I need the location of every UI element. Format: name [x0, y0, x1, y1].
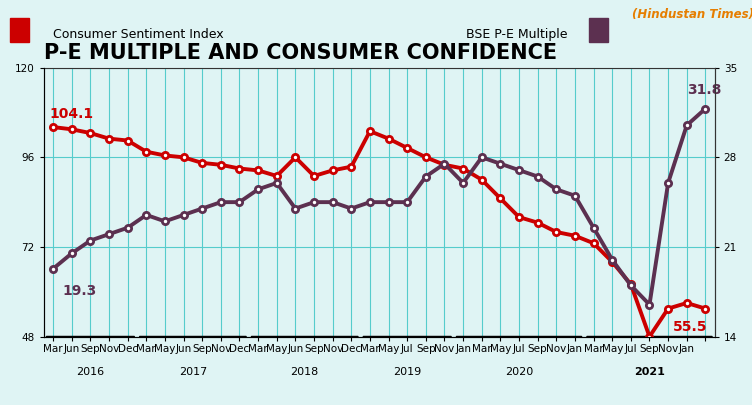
Text: 19.3: 19.3: [62, 284, 97, 298]
Text: 2016: 2016: [76, 367, 105, 377]
Text: 2017: 2017: [179, 367, 207, 377]
Text: (Hindustan Times): (Hindustan Times): [632, 8, 752, 21]
Text: 2019: 2019: [393, 367, 421, 377]
Text: BSE P-E Multiple: BSE P-E Multiple: [466, 28, 568, 41]
Text: 2018: 2018: [290, 367, 319, 377]
Text: 2020: 2020: [505, 367, 533, 377]
Text: P-E MULTIPLE AND CONSUMER CONFIDENCE: P-E MULTIPLE AND CONSUMER CONFIDENCE: [44, 43, 557, 63]
Text: Consumer Sentiment Index: Consumer Sentiment Index: [53, 28, 223, 41]
Text: 31.8: 31.8: [687, 83, 721, 98]
Text: 2021: 2021: [634, 367, 665, 377]
Text: 55.5: 55.5: [673, 320, 708, 334]
Text: 104.1: 104.1: [50, 107, 93, 122]
